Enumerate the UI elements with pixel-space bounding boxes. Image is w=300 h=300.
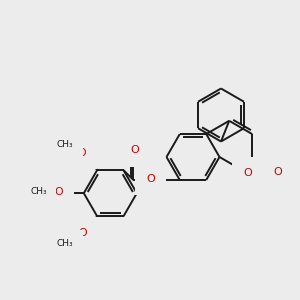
- Text: O: O: [146, 174, 155, 184]
- Text: O: O: [55, 187, 63, 197]
- Text: O: O: [77, 148, 86, 158]
- Text: O: O: [243, 168, 252, 178]
- Text: O: O: [130, 146, 139, 155]
- Text: CH₃: CH₃: [30, 187, 47, 196]
- Text: O: O: [273, 167, 282, 177]
- Text: O: O: [79, 228, 87, 238]
- Text: CH₃: CH₃: [57, 140, 74, 149]
- Text: CH₃: CH₃: [57, 239, 74, 248]
